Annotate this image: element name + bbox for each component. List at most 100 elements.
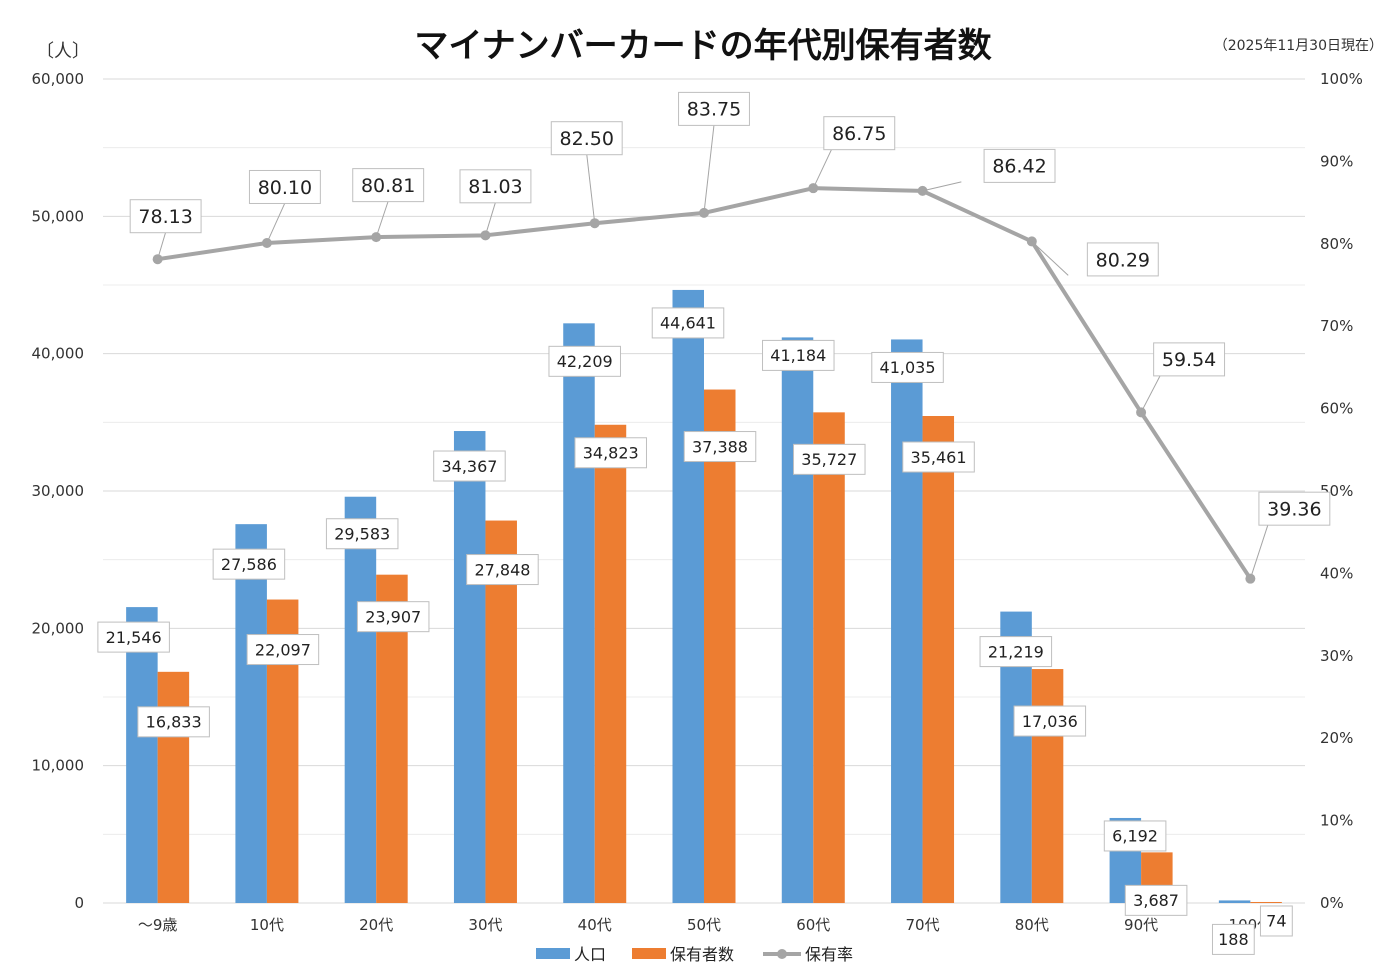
left-tick-label: 0 [74,894,84,912]
population-bar [453,431,486,903]
right-tick-label: 60% [1320,400,1353,418]
label-box [1086,242,1159,277]
population-data-label: 42,209 [548,345,621,377]
label-text: 86.75 [832,123,886,145]
rate-data-label: 86.42 [922,148,1056,192]
label-text: 21,219 [988,642,1044,661]
right-tick-label: 20% [1320,729,1353,747]
as-of-date: （2025年11月30日現在） [1214,38,1383,54]
holder-bar [922,416,955,903]
label-box [1258,491,1331,526]
label-text: 21,546 [106,628,162,647]
label-box [1211,923,1255,955]
category-label: 50代 [687,916,721,934]
leader-line [266,202,286,244]
holder-data-label: 35,727 [793,443,866,475]
label-text: 188 [1218,930,1249,949]
chart-title: マイナンバーカードの年代別保有者数 [414,26,991,66]
rate-data-label: 39.36 [1249,491,1331,579]
legend-label: 人口 [574,945,606,964]
right-tick-label: 30% [1320,647,1353,665]
leader-line [812,148,833,189]
label-box [352,168,425,203]
label-box [1013,705,1087,737]
right-tick-label: 40% [1320,564,1353,582]
leader-line [586,154,596,224]
category-label: 20代 [359,916,393,934]
right-tick-label: 90% [1320,152,1353,170]
population-data-label: 41,035 [871,351,944,383]
rate-data-label: 80.10 [248,169,321,244]
rate-data-label: 83.75 [678,91,750,213]
right-tick-label: 70% [1320,317,1353,335]
holder-data-label: 37,388 [683,431,757,463]
rate-data-label: 78.13 [129,199,202,260]
holder-bar [594,424,627,903]
label-box [983,148,1056,183]
population-data-label: 21,546 [97,621,170,653]
left-tick-label: 20,000 [32,619,85,637]
label-box [129,199,202,234]
label-box [459,169,532,204]
rate-data-label: 86.75 [812,116,896,189]
legend-item: 人口 [536,945,606,964]
holder-bar [813,412,845,903]
label-text: 27,586 [221,555,277,574]
holder-data-label: 34,823 [574,437,647,469]
holder-data-label: 23,907 [356,601,430,633]
category-label: 10代 [250,916,284,934]
leader-line [484,202,496,236]
label-text: 3,687 [1133,891,1179,910]
right-axis-ticks: 0%10%20%30%40%50%60%70%80%90%100% [1320,70,1363,912]
leader-line [1140,375,1161,413]
rate-data-label: 80.29 [1031,241,1159,277]
holder-data-label: 35,461 [902,441,975,473]
rate-data-label: 59.54 [1140,342,1226,413]
label-box [793,443,866,475]
label-box [548,345,621,377]
right-tick-label: 10% [1320,812,1353,830]
label-box [466,554,539,586]
left-tick-label: 50,000 [32,207,85,225]
holder-data-label: 3,687 [1124,884,1188,916]
label-text: 82.50 [560,128,614,150]
label-text: 17,036 [1022,712,1078,731]
label-box [1103,820,1167,852]
population-data-label: 27,586 [212,548,286,580]
label-text: 59.54 [1162,349,1216,371]
holder-data-label: 27,848 [466,554,539,586]
holder-bar [1250,901,1282,903]
holder-data-label: 17,036 [1013,705,1087,737]
label-text: 42,209 [557,352,613,371]
holder-bar [704,389,736,903]
label-box [678,91,750,126]
label-box [871,351,944,383]
label-text: 35,727 [801,450,857,469]
label-box [97,621,170,653]
rate-data-label: 81.03 [459,169,532,236]
population-bar [344,496,377,903]
left-axis-ticks: 0 10,000 20,000 30,000 40,000 50,000 60,000 [32,70,85,912]
legend-item: 保有者数 [632,945,734,964]
population-bar [563,323,595,904]
population-bar [781,337,814,904]
data-labels: 21,546 27,586 29,583 34,367 42,209 44,641 41,1… [97,91,1331,955]
label-text: 78.13 [138,206,192,228]
label-box [979,636,1053,668]
label-text: 44,641 [660,314,716,333]
left-tick-label: 60,000 [32,70,85,88]
population-data-label: 21,219 [979,636,1053,668]
legend-label: 保有者数 [670,945,734,964]
label-box [137,706,210,738]
label-box [651,307,725,339]
population-bar [235,524,267,903]
label-box [762,339,835,371]
label-text: 80.81 [361,175,415,197]
label-text: 81.03 [468,176,522,198]
bars [126,289,1282,904]
label-text: 41,184 [770,346,826,365]
leader-line [1249,524,1269,579]
population-bar [1218,900,1251,903]
label-text: 83.75 [687,99,741,121]
